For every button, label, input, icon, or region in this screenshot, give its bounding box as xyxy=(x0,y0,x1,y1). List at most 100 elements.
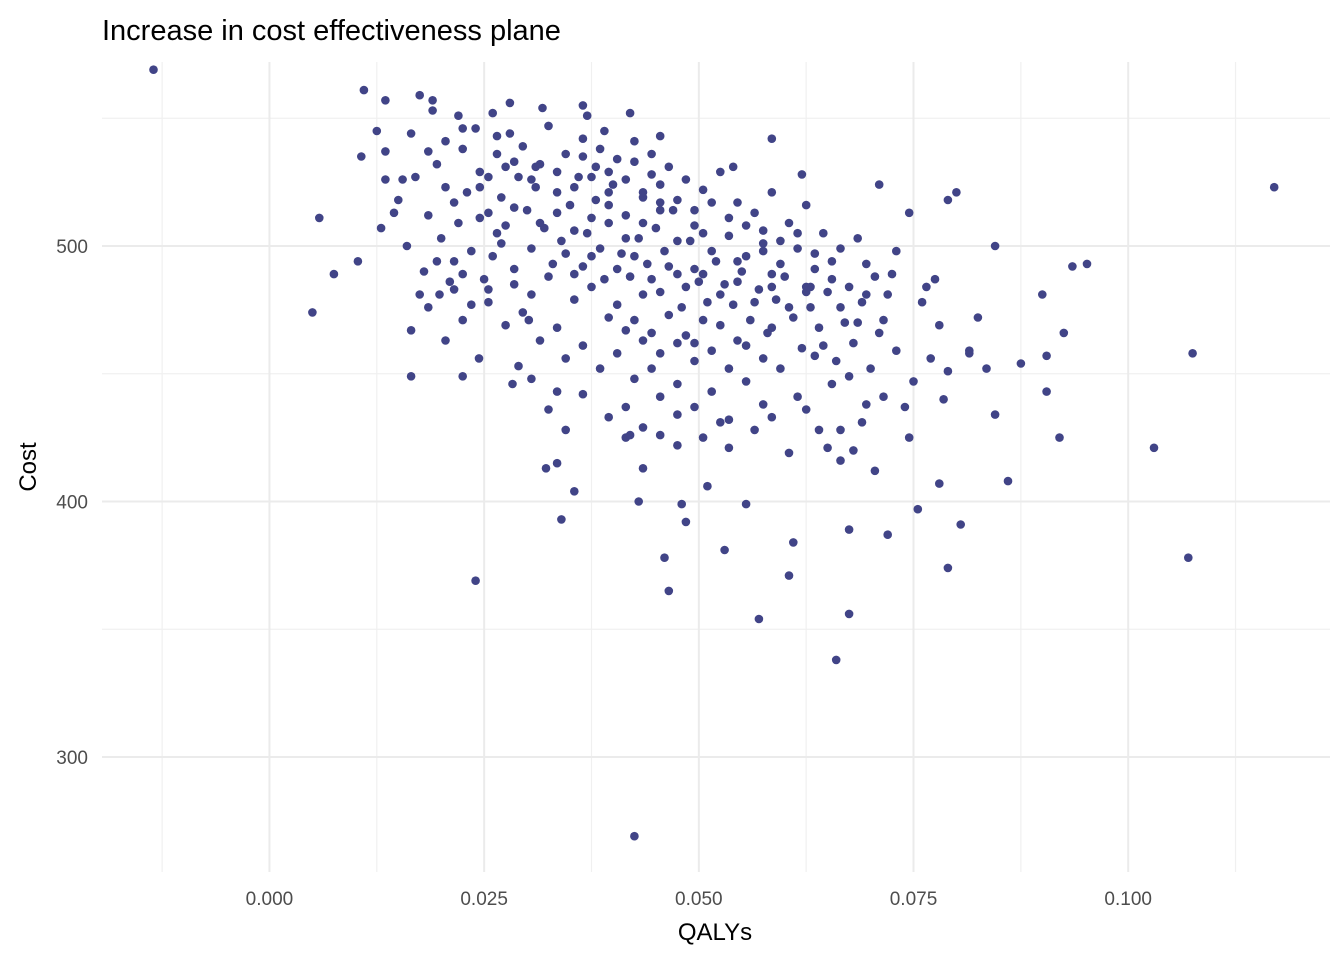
data-point xyxy=(612,349,622,358)
data-point xyxy=(376,223,386,233)
data-point xyxy=(664,586,674,596)
data-point xyxy=(935,320,944,330)
data-point xyxy=(677,303,686,312)
data-point xyxy=(767,188,777,197)
data-point xyxy=(853,318,862,327)
data-point xyxy=(353,257,363,266)
data-point xyxy=(544,405,553,414)
data-point xyxy=(638,336,648,345)
data-point xyxy=(801,282,811,292)
data-point xyxy=(406,372,416,381)
data-point xyxy=(935,479,944,488)
data-point xyxy=(398,175,407,184)
data-point xyxy=(716,320,725,330)
y-tick-label: 300 xyxy=(56,748,88,769)
data-point xyxy=(720,280,729,289)
x-axis-title: QALYs xyxy=(678,919,752,946)
data-point xyxy=(771,295,781,304)
data-point xyxy=(471,124,480,133)
data-point xyxy=(982,364,991,373)
data-point xyxy=(441,182,450,192)
data-point xyxy=(673,338,682,348)
data-point xyxy=(716,290,725,299)
data-point xyxy=(904,208,914,218)
data-point xyxy=(690,402,699,412)
data-point xyxy=(505,129,515,138)
data-point xyxy=(561,354,570,363)
data-point xyxy=(1082,259,1092,269)
data-point xyxy=(548,259,558,269)
data-point xyxy=(900,402,910,412)
data-point xyxy=(1003,476,1013,486)
x-tick-label: 0.100 xyxy=(1104,889,1152,910)
data-point xyxy=(638,188,648,197)
data-point xyxy=(724,231,734,241)
data-point xyxy=(789,538,798,547)
data-point xyxy=(655,392,665,402)
data-point xyxy=(862,259,871,269)
data-point xyxy=(492,149,502,159)
data-point xyxy=(776,259,785,269)
data-point xyxy=(733,277,742,287)
data-point xyxy=(625,272,635,281)
data-point xyxy=(509,264,519,274)
data-point xyxy=(844,372,854,381)
data-point xyxy=(458,315,468,325)
data-point xyxy=(926,354,935,363)
data-point xyxy=(844,525,854,534)
data-point xyxy=(570,182,579,192)
data-point xyxy=(767,269,777,279)
chart-title: Increase in cost effectiveness plane xyxy=(102,15,561,47)
data-point xyxy=(758,239,768,248)
data-point xyxy=(538,103,547,113)
data-point xyxy=(527,374,536,384)
data-point xyxy=(415,290,425,299)
x-tick-label: 0.075 xyxy=(890,889,938,910)
data-point xyxy=(514,361,523,371)
data-point xyxy=(634,497,643,506)
data-point xyxy=(630,374,639,384)
data-point xyxy=(578,101,588,110)
data-point xyxy=(784,218,794,228)
data-point xyxy=(827,379,837,389)
data-point xyxy=(823,287,832,297)
data-point xyxy=(793,244,802,253)
data-point xyxy=(703,297,712,307)
data-point xyxy=(647,170,656,179)
data-point xyxy=(492,131,502,141)
data-point xyxy=(750,297,759,307)
data-point xyxy=(381,147,390,156)
data-point xyxy=(827,257,837,266)
data-point xyxy=(475,182,485,192)
data-point xyxy=(582,111,592,120)
data-point xyxy=(475,167,485,177)
data-point xyxy=(673,236,682,246)
data-point xyxy=(591,162,601,172)
data-point xyxy=(484,285,493,294)
data-point xyxy=(467,246,476,256)
data-point xyxy=(595,364,605,373)
data-point xyxy=(754,614,764,624)
data-point xyxy=(909,377,918,386)
data-point xyxy=(424,303,433,312)
data-point xyxy=(570,487,579,496)
data-point xyxy=(681,282,691,292)
data-point xyxy=(634,234,643,243)
data-point xyxy=(505,98,515,108)
y-axis-title: Cost xyxy=(15,442,42,492)
data-point xyxy=(509,203,519,212)
data-point xyxy=(630,315,639,325)
data-point xyxy=(660,246,669,256)
data-point xyxy=(544,272,553,281)
data-point xyxy=(621,326,631,335)
data-point xyxy=(509,157,519,166)
data-point xyxy=(149,65,158,74)
data-point xyxy=(733,336,742,345)
data-point xyxy=(810,264,820,274)
data-point xyxy=(638,290,648,299)
data-point xyxy=(527,290,536,299)
data-point xyxy=(720,545,729,555)
data-point xyxy=(454,111,463,120)
data-point xyxy=(956,520,965,529)
data-point xyxy=(806,303,815,312)
